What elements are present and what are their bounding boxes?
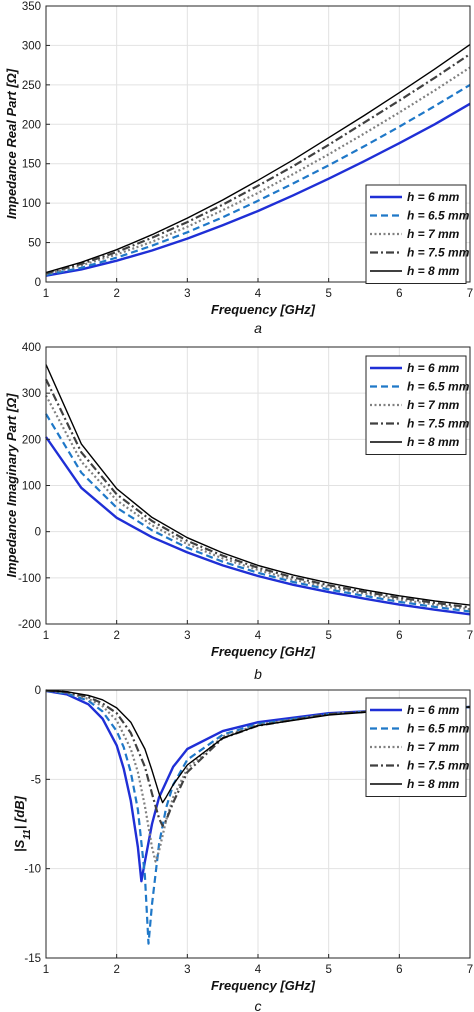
y-axis-label: Impedance Imaginary Part [Ω] [4, 393, 19, 578]
series-line-1 [45, 102, 471, 277]
x-axis-label: Frequency [GHz] [211, 978, 316, 993]
y-tick-label: 0 [35, 277, 41, 289]
legend-label-2: h = 6.5 mm [407, 209, 470, 223]
chart-panel-b: 1 2 3 4 5 6 7 -200 -100 0 100 200 300 400 Frequency [G… [4, 342, 473, 682]
x-tick-label: 7 [467, 630, 473, 642]
legend-label-4: h = 7.5 mm [407, 417, 470, 431]
series-line-2 [45, 83, 471, 276]
series-line-2 [45, 689, 471, 945]
y-tick-label: 0 [35, 685, 41, 697]
y-tick-label: -15 [24, 953, 41, 965]
y-tick-label: 100 [22, 481, 41, 493]
x-tick-label: 2 [113, 964, 119, 976]
series-line-1 [45, 436, 471, 616]
chart-panel-a: 1 2 3 4 5 6 7 0 50 100 150 200 250 300 350 Frequency [G… [4, 1, 473, 336]
y-tick-label: 400 [22, 342, 41, 354]
y-tick-label: 350 [22, 1, 41, 13]
legend-label-1: h = 6 mm [407, 361, 460, 375]
legend-label-2: h = 6.5 mm [407, 380, 470, 394]
chart-panel-c: 1 2 3 4 5 6 7 -15 -10 -5 0 Frequency [GHz] |S11| [dB… [12, 685, 473, 1012]
x-axis-label: Frequency [GHz] [211, 644, 316, 659]
legend-label-3: h = 7 mm [407, 740, 460, 754]
x-tick-label: 4 [255, 964, 262, 976]
legend-label-5: h = 8 mm [407, 264, 460, 278]
x-tick-label: 4 [255, 288, 262, 300]
legend-label-5: h = 8 mm [407, 435, 460, 449]
x-tick-label: 3 [184, 288, 190, 300]
x-tick-label: 2 [113, 288, 119, 300]
y-axis-label: Impedance Real Part [Ω] [4, 68, 19, 219]
legend-box [365, 355, 467, 455]
x-tick-label: 1 [43, 630, 49, 642]
panel-caption: b [254, 666, 262, 682]
legend-label-1: h = 6 mm [407, 190, 460, 204]
y-tick-label: 300 [22, 40, 41, 52]
y-tick-label: -10 [24, 864, 41, 876]
legend-label-3: h = 7 mm [407, 227, 460, 241]
x-tick-label: 5 [325, 288, 331, 300]
legend: h = 6 mm h = 6.5 mm h = 7 mm h = 7.5 mm h = … [365, 697, 470, 797]
legend-box [365, 697, 467, 797]
panel-caption: c [255, 998, 262, 1012]
series-line-3 [45, 394, 471, 611]
y-tick-label: -100 [18, 573, 41, 585]
y-tick-label: 100 [22, 198, 41, 210]
y-tick-label: 50 [28, 238, 41, 250]
x-tick-label: 3 [184, 964, 190, 976]
x-tick-label: 1 [43, 288, 49, 300]
series-line-3 [45, 689, 471, 863]
y-tick-label: -200 [18, 619, 41, 631]
series-line-3 [45, 66, 471, 276]
y-tick-label: 150 [22, 159, 41, 171]
legend-label-5: h = 8 mm [407, 777, 460, 791]
series-line-5 [45, 44, 471, 274]
x-tick-label: 2 [113, 630, 119, 642]
x-tick-label: 3 [184, 630, 190, 642]
panel-caption: a [254, 320, 262, 336]
y-tick-label: 200 [22, 119, 41, 131]
x-tick-label: 6 [396, 288, 402, 300]
x-axis-label: Frequency [GHz] [211, 302, 316, 317]
legend-label-4: h = 7.5 mm [407, 246, 470, 260]
y-tick-label: 200 [22, 434, 41, 446]
x-tick-label: 7 [467, 964, 473, 976]
y-tick-label: -5 [31, 774, 41, 786]
legend-label-2: h = 6.5 mm [407, 722, 470, 736]
series-line-4 [45, 53, 471, 275]
legend-label-1: h = 6 mm [407, 703, 460, 717]
series-line-2 [45, 413, 471, 613]
y-tick-label: 300 [22, 388, 41, 400]
series-line-1 [45, 689, 471, 883]
y-axis-label: |S11| [dB] [12, 795, 33, 852]
y-tick-label: 250 [22, 80, 41, 92]
legend-label-4: h = 7.5 mm [407, 759, 470, 773]
y-tick-label: 0 [35, 527, 41, 539]
legend: h = 6 mm h = 6.5 mm h = 7 mm h = 7.5 mm h = … [365, 355, 470, 455]
x-tick-label: 6 [396, 964, 402, 976]
x-tick-label: 1 [43, 964, 49, 976]
x-tick-label: 5 [325, 964, 331, 976]
x-tick-label: 4 [255, 630, 262, 642]
series-line-5 [45, 364, 471, 606]
legend-label-3: h = 7 mm [407, 398, 460, 412]
x-tick-label: 6 [396, 630, 402, 642]
series-line-5 [45, 689, 471, 804]
legend-box [365, 184, 467, 284]
x-tick-label: 5 [325, 630, 331, 642]
legend: h = 6 mm h = 6.5 mm h = 7 mm h = 7.5 mm h = … [365, 184, 470, 284]
x-tick-label: 7 [467, 288, 473, 300]
